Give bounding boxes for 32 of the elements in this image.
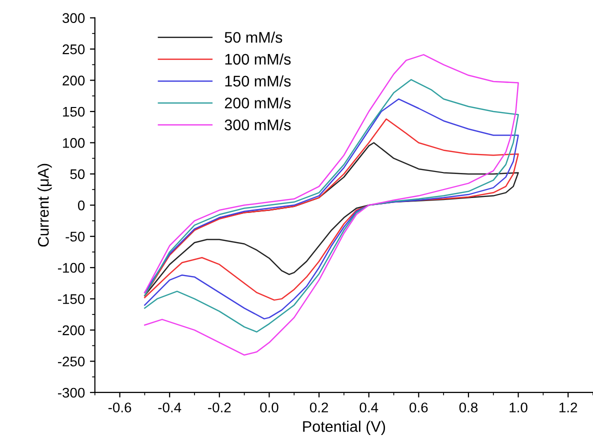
x-tick-label: 1.2 <box>560 402 578 412</box>
y-tick-label: -100 <box>58 262 85 273</box>
y-tick-label: -200 <box>58 325 85 336</box>
x-tick-label: 1.0 <box>510 402 528 412</box>
y-tick-label: -50 <box>66 232 85 242</box>
legend-label: 200 mM/s <box>224 97 291 108</box>
y-tick-label: 100 <box>63 138 85 148</box>
y-tick-label: 300 <box>62 13 85 24</box>
line-series <box>144 118 519 301</box>
x-tick-label: 0.6 <box>410 402 428 412</box>
x-tick-label: 0.8 <box>459 402 478 412</box>
y-tick-label: -300 <box>58 388 85 398</box>
legend-label: 300 mM/s <box>224 119 291 130</box>
x-tick-label: -0.6 <box>108 402 132 412</box>
y-tick-label: -250 <box>58 356 85 366</box>
x-tick-label: 0.2 <box>310 402 328 412</box>
y-axis-title: Current (μA) <box>38 164 52 247</box>
y-tick-label: 0 <box>78 200 85 210</box>
x-tick-label: -0.4 <box>158 402 182 412</box>
y-tick-label: -150 <box>58 294 85 304</box>
x-axis-title: Potential (V) <box>303 420 386 435</box>
line-series <box>144 54 519 356</box>
x-tick-label: -0.2 <box>208 402 231 412</box>
x-tick-label: 0.4 <box>360 402 378 412</box>
legend-label: 100 mM/s <box>225 53 291 65</box>
y-tick-label: 50 <box>70 169 85 180</box>
y-tick-label: 200 <box>62 76 85 86</box>
y-tick-label: 150 <box>63 106 85 117</box>
y-tick-label: 250 <box>62 44 85 54</box>
legend-label: 150 mM/s <box>225 75 291 87</box>
legend-label: 50 mM/s <box>224 32 282 43</box>
x-tick-label: 0.0 <box>260 402 278 412</box>
